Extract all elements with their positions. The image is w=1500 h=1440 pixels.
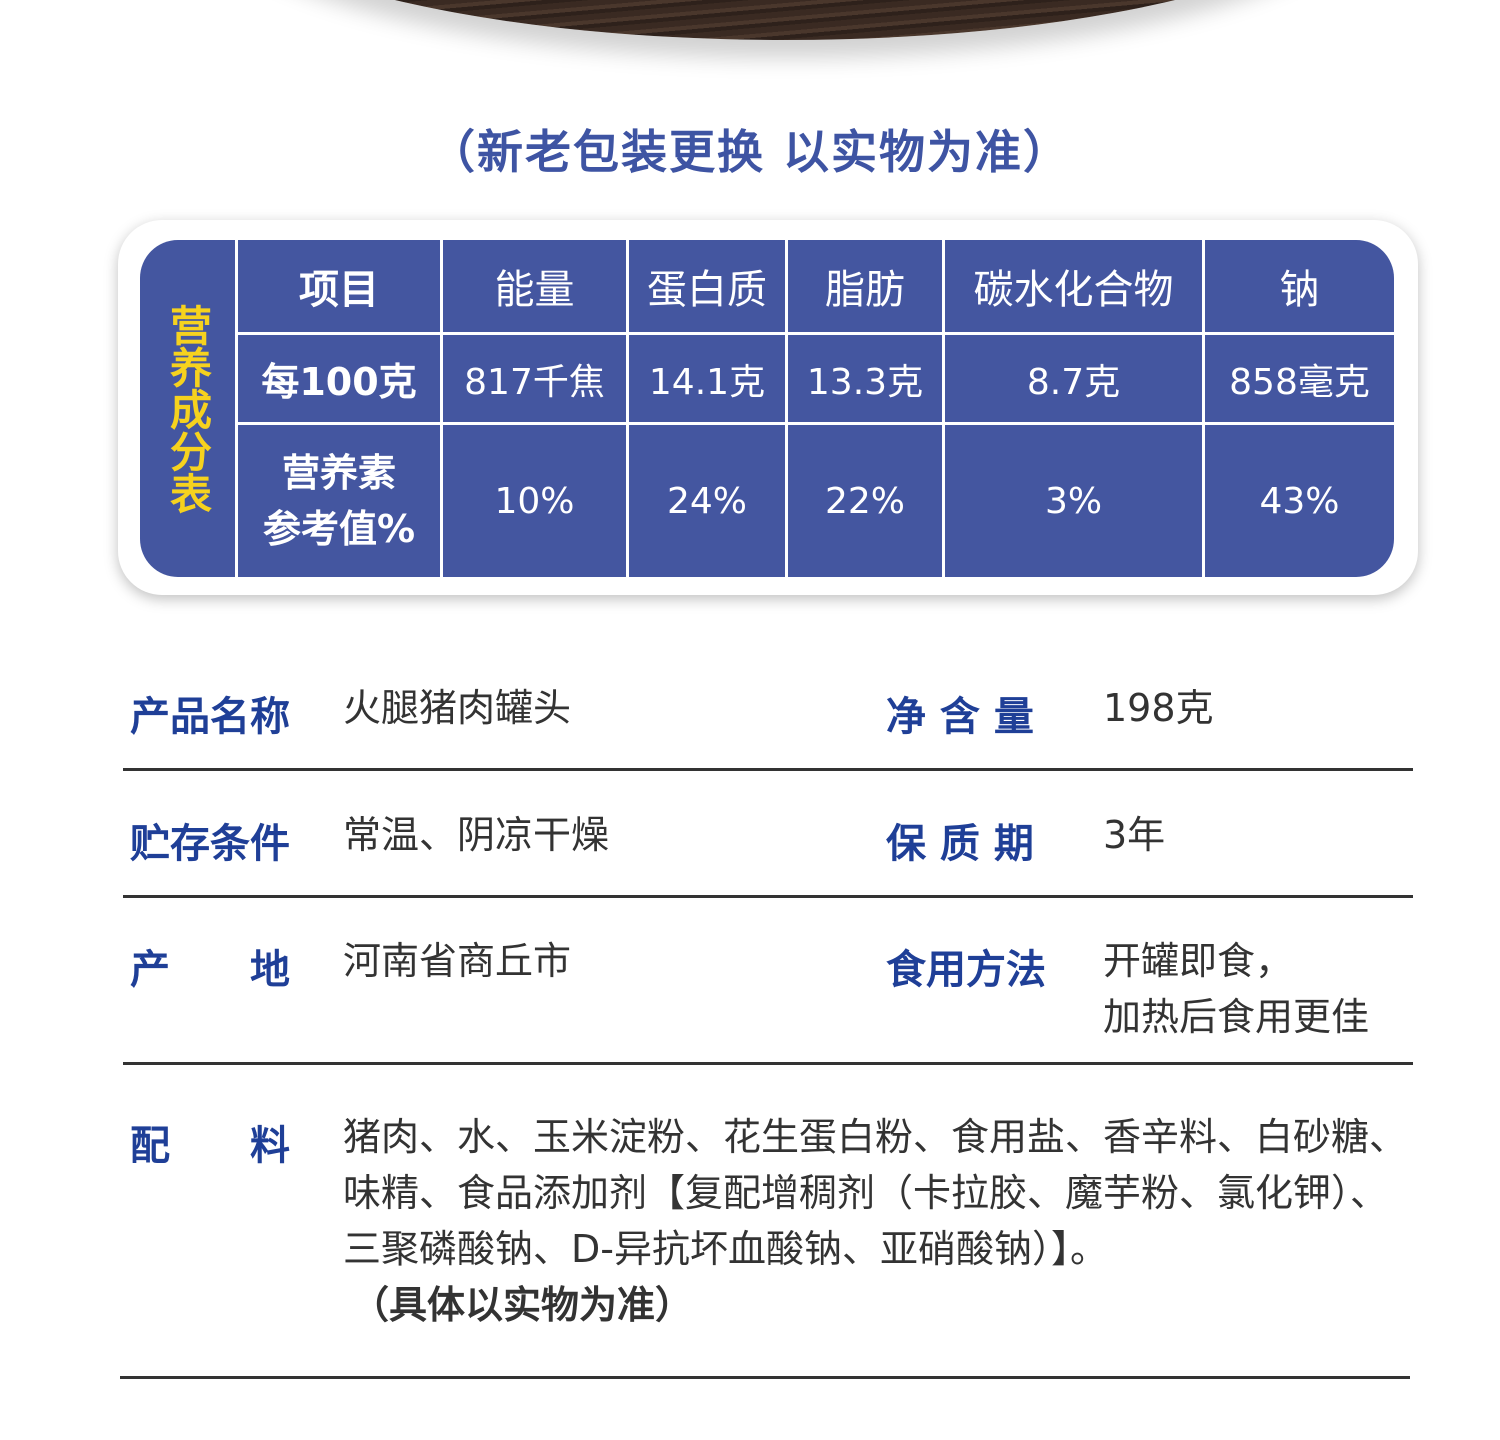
usage-value: 开罐即食， 加热后食用更佳 [1103,939,1370,1039]
divider [123,895,1413,898]
ingredients-label: 配 料 [130,1123,290,1169]
per100-label: 每100克 [261,360,417,404]
header-fat: 脂肪 [825,267,905,313]
divider [120,1376,1410,1379]
name-value: 火腿猪肉罐头 [343,686,572,730]
nutrition-side-label: 营养成分表 [163,303,213,514]
per100-sodium: 858毫克 [1229,361,1370,403]
nrv-label: 营养素 参考值% [262,451,416,551]
per100-protein: 14.1克 [648,361,766,403]
bowl-image [195,0,1375,40]
name-label: 产品名称 [130,694,290,740]
net-label: 净 含 量 [886,694,1034,740]
shelf-label: 保 质 期 [886,821,1034,867]
header-sodium: 钠 [1279,267,1320,313]
shelf-value: 3年 [1103,813,1166,857]
origin-label: 产 地 [130,947,290,993]
storage-value: 常温、阴凉干燥 [343,813,610,857]
per100-fat: 13.3克 [806,361,924,403]
nrv-carbs: 3% [1044,480,1103,522]
divider [123,1062,1413,1065]
ingredients-note: （具体以实物为准） [351,1283,694,1327]
nrv-protein: 24% [666,480,747,522]
divider [123,768,1413,771]
nutrition-table: 营养成分表 项目 能量 蛋白质 脂肪 碳水化合物 钠 每100克 817千焦 1… [140,240,1394,577]
storage-label: 贮存条件 [130,821,290,867]
per100-carbs: 8.7克 [1026,361,1121,403]
net-value: 198克 [1103,686,1214,730]
nrv-sodium: 43% [1259,480,1340,522]
ingredients-value: 猪肉、水、玉米淀粉、花生蛋白粉、食用盐、香辛料、白砂糖、 味精、食品添加剂【复配… [343,1109,1407,1333]
nrv-energy: 10% [494,480,575,522]
header-item: 项目 [299,267,379,313]
origin-value: 河南省商丘市 [343,939,572,983]
per100-energy: 817千焦 [464,361,605,403]
packaging-notice: （新老包装更换 以实物为准） [428,125,1071,179]
header-energy: 能量 [494,267,575,313]
usage-label: 食用方法 [886,947,1046,993]
header-carbs: 碳水化合物 [973,267,1174,313]
nrv-fat: 22% [824,480,905,522]
header-protein: 蛋白质 [647,267,767,313]
